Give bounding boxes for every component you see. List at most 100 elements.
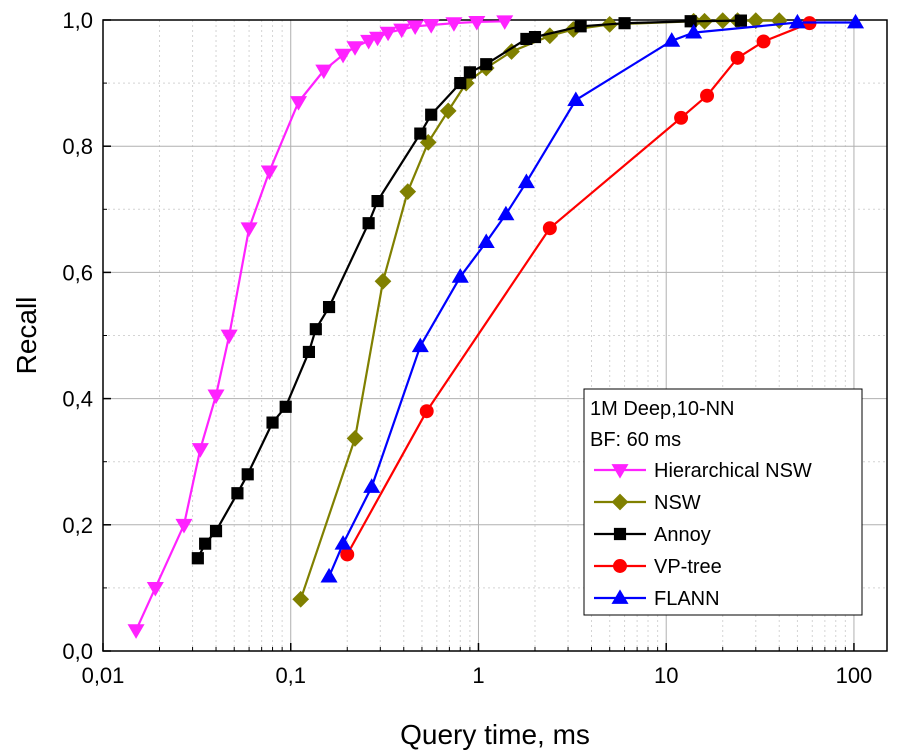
legend-header-bruteforce: BF: 60 ms (590, 429, 681, 451)
legend-label: VP-tree (654, 556, 722, 578)
data-point-hierarchical-nsw (406, 20, 424, 35)
data-point-annoy (309, 323, 322, 336)
data-point-flann (320, 567, 338, 583)
data-point-hierarchical-nsw (496, 15, 514, 30)
data-point-nsw (770, 12, 788, 29)
data-point-annoy (322, 301, 336, 314)
data-point-flann (663, 32, 681, 47)
legend-item-vp-tree: VP-tree (594, 556, 722, 578)
data-point-annoy (734, 14, 747, 27)
data-point-flann (363, 478, 381, 493)
legend-swatch-marker (611, 493, 629, 511)
data-point-annoy (199, 537, 212, 550)
series-hierarchical-nsw (127, 15, 514, 639)
data-point-flann (788, 13, 806, 29)
series-annoy (191, 14, 747, 565)
legend: 1M Deep,10-NN BF: 60 ms Hierarchical NSW… (583, 388, 863, 616)
data-point-hierarchical-nsw (379, 26, 397, 42)
data-point-flann (517, 173, 535, 189)
legend-item-nsw: NSW (594, 492, 701, 514)
data-point-annoy (684, 15, 697, 28)
data-point-annoy (618, 17, 631, 30)
data-point-vp-tree (542, 221, 557, 236)
data-point-vp-tree (700, 88, 715, 103)
legend-items: Hierarchical NSW NSW Annoy VP-tree FLANN (594, 460, 812, 610)
data-point-hierarchical-nsw (240, 222, 258, 237)
data-point-annoy (362, 217, 375, 230)
data-point-nsw (503, 43, 520, 60)
y-tick-label: 1,0 (62, 8, 93, 33)
data-point-nsw (292, 590, 310, 608)
series-vp-tree (340, 16, 817, 562)
data-point-hierarchical-nsw (260, 165, 278, 181)
data-point-hierarchical-nsw (334, 48, 352, 64)
data-point-annoy (371, 195, 384, 208)
series-layer (127, 12, 865, 639)
legend-swatch-marker (611, 464, 629, 479)
data-point-hierarchical-nsw (207, 389, 225, 405)
y-tick-label: 0,6 (62, 260, 93, 285)
data-point-flann (497, 205, 515, 221)
data-point-hierarchical-nsw (220, 329, 238, 345)
data-point-hierarchical-nsw (422, 19, 440, 34)
y-tick-label: 0,2 (62, 513, 93, 538)
data-point-vp-tree (756, 34, 771, 49)
legend-label: Annoy (654, 524, 711, 546)
y-tick-label: 0,8 (62, 134, 93, 159)
data-point-annoy (302, 345, 316, 358)
data-point-nsw (374, 272, 392, 290)
legend-swatch-marker (613, 527, 627, 541)
data-point-annoy (414, 127, 427, 140)
data-point-hierarchical-nsw (360, 34, 378, 50)
data-point-hierarchical-nsw (393, 23, 411, 39)
data-point-annoy (454, 77, 467, 90)
data-point-annoy (241, 468, 254, 481)
y-axis-title: Recall (11, 297, 42, 375)
data-point-hierarchical-nsw (468, 15, 486, 31)
data-point-annoy (480, 58, 493, 71)
data-point-annoy (279, 400, 292, 413)
data-point-flann (451, 268, 469, 283)
data-point-hierarchical-nsw (127, 624, 145, 639)
data-point-flann (334, 535, 352, 550)
data-point-hierarchical-nsw (191, 443, 209, 458)
legend-item-hierarchical-nsw: Hierarchical NSW (594, 460, 812, 482)
data-point-hierarchical-nsw (146, 582, 164, 597)
legend-item-flann: FLANN (594, 588, 720, 610)
data-point-nsw (346, 429, 364, 447)
legend-swatch-marker (611, 589, 629, 604)
data-point-hierarchical-nsw (289, 96, 308, 111)
y-tick-label: 0,0 (62, 639, 93, 664)
data-point-vp-tree (340, 547, 355, 562)
data-point-flann (685, 23, 703, 39)
data-point-annoy (191, 552, 204, 565)
data-point-annoy (209, 525, 223, 538)
legend-label: NSW (654, 492, 701, 514)
data-point-hierarchical-nsw (445, 17, 463, 32)
data-point-annoy (231, 487, 244, 500)
legend-label: Hierarchical NSW (654, 460, 812, 482)
x-tick-label: 100 (836, 663, 873, 688)
legend-item-annoy: Annoy (594, 524, 711, 546)
data-point-hierarchical-nsw (175, 518, 193, 534)
series-flann (320, 13, 865, 583)
data-point-nsw (747, 12, 765, 29)
legend-header-dataset: 1M Deep,10-NN (590, 398, 735, 420)
data-point-annoy (574, 20, 587, 33)
data-point-nsw (439, 102, 457, 120)
data-point-vp-tree (674, 110, 689, 125)
axis-ticks: 0,01 0,1 1 10 100 0,0 0,2 0,4 0,6 0,8 1,0 (62, 8, 872, 688)
data-point-annoy (528, 30, 542, 44)
data-point-hierarchical-nsw (346, 41, 364, 56)
data-point-hierarchical-nsw (315, 64, 333, 80)
data-point-nsw (399, 183, 417, 200)
data-point-flann (847, 13, 865, 29)
data-point-annoy (266, 416, 279, 429)
x-tick-label: 0,1 (275, 663, 306, 688)
data-point-annoy (463, 66, 476, 79)
data-point-nsw (419, 134, 437, 151)
legend-swatch-marker (613, 559, 627, 573)
data-point-flann (477, 233, 495, 249)
data-point-flann (567, 91, 585, 107)
